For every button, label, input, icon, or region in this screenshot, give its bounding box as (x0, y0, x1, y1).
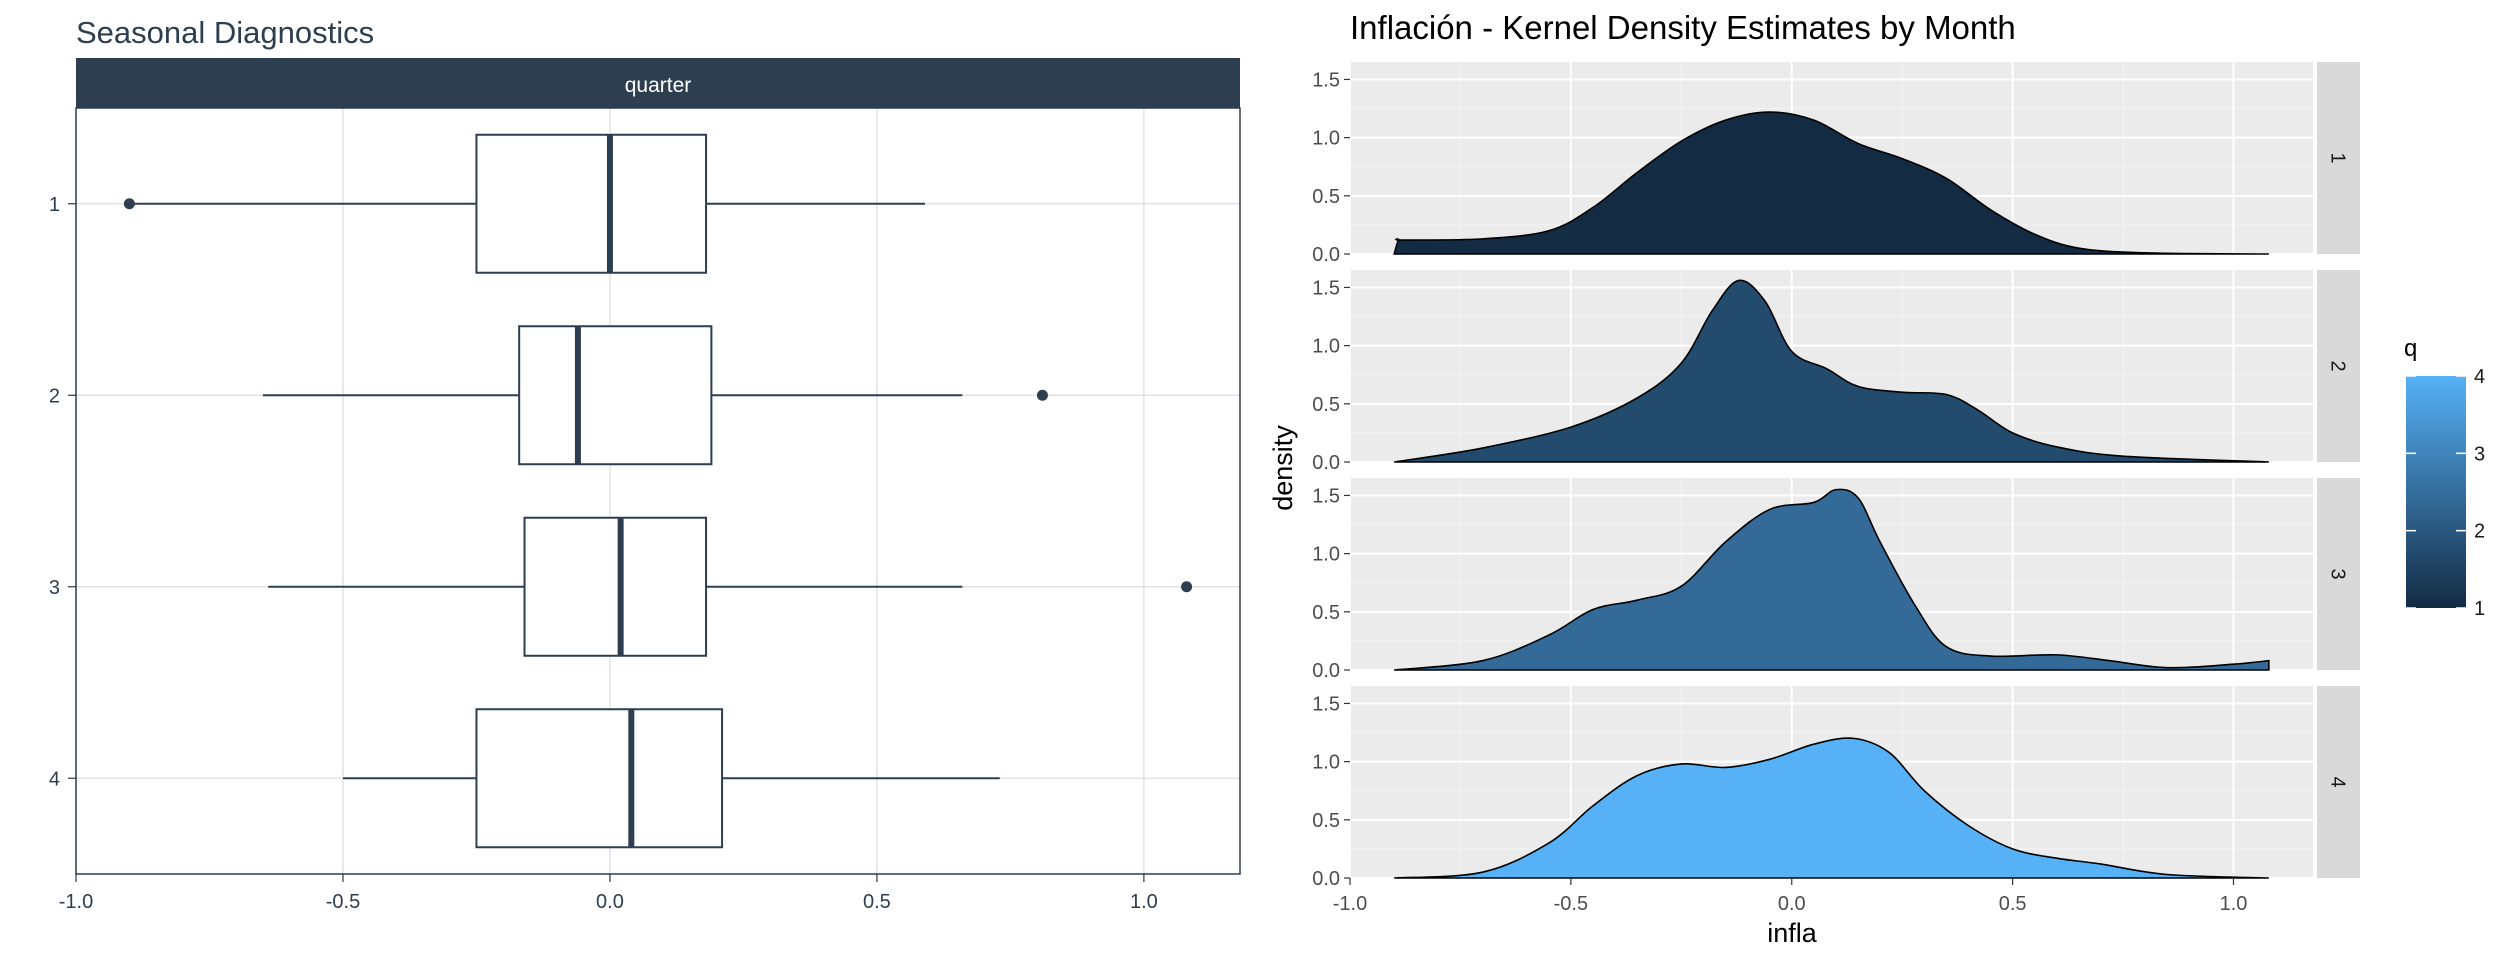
y-tick-label: 2 (49, 385, 60, 407)
density-area (1394, 488, 2270, 671)
y-tick-label: 1.5 (1312, 693, 1340, 715)
x-tick-label: 0.0 (596, 891, 624, 913)
y-tick-label: 0.5 (1312, 186, 1340, 208)
density-area (1394, 737, 2269, 879)
y-tick-label: 1.0 (1312, 128, 1340, 150)
density-area (1393, 111, 2269, 255)
x-tick-label: -1.0 (1333, 893, 1367, 915)
box-iqr (518, 325, 713, 466)
y-tick-label: 1.5 (1312, 485, 1340, 507)
facet-strip (2317, 270, 2360, 462)
color-legend: q 1 2 3 4 (2404, 335, 2485, 620)
chart-title: Inflación - Kernel Density Estimates by … (1350, 9, 2016, 46)
y-tick-label: 1.5 (1312, 69, 1340, 91)
facet-strip-label: quarter (625, 74, 692, 97)
facet-strip-label: 2 (2327, 360, 2349, 371)
y-tick-label: 1.5 (1312, 277, 1340, 299)
facet-strip (76, 58, 1240, 108)
legend-tick-label: 4 (2474, 366, 2485, 388)
legend-tick-label: 2 (2474, 521, 2485, 543)
y-tick-label: 0.5 (1312, 810, 1340, 832)
y-tick-label: 1.0 (1312, 752, 1340, 774)
x-tick-label: 1.0 (1130, 891, 1158, 913)
legend-colorbar (2406, 376, 2466, 608)
facet-strip (2317, 686, 2360, 878)
y-tick-label: 0.0 (1312, 868, 1340, 890)
y-tick-label: 0.0 (1312, 244, 1340, 266)
legend-tick-label: 3 (2474, 443, 2485, 465)
x-axis: -1.0 -0.5 0.0 0.5 1.0 (1333, 878, 2248, 915)
box-iqr (523, 516, 708, 657)
x-tick-label: 1.0 (2220, 893, 2248, 915)
y-tick-label: 1.0 (1312, 544, 1340, 566)
facet-strip-label: 4 (2327, 776, 2349, 787)
y-tick-label: 0.0 (1312, 452, 1340, 474)
legend-tick-label: 1 (2474, 598, 2485, 620)
y-tick-label: 0.5 (1312, 394, 1340, 416)
panel-border (75, 107, 1241, 875)
x-tick-label: -1.0 (59, 891, 93, 913)
outlier-point (1036, 389, 1048, 401)
boxplot-chart: Seasonal Diagnostics quarter -1.0 -0.5 0.0… (49, 15, 1241, 913)
x-axis-label: infla (1767, 918, 1818, 948)
box-iqr (475, 133, 708, 274)
x-tick-label: 0.0 (1778, 893, 1806, 915)
facet-strip-label: 1 (2327, 152, 2349, 163)
y-tick-label: 1 (49, 194, 60, 216)
x-tick-label: 0.5 (863, 891, 891, 913)
y-tick-label: 0.0 (1312, 660, 1340, 682)
density-panel-3: 0.0 0.5 1.0 1.5 3 (1312, 478, 2360, 682)
facet-strip (2317, 62, 2360, 254)
outlier-point (1181, 581, 1193, 593)
boxes-layer (123, 133, 1193, 849)
y-tick-label: 3 (49, 577, 60, 599)
facet-strip-label: 3 (2327, 568, 2349, 579)
density-area (1394, 279, 2269, 463)
density-panels: 0.00.51.01.510.00.51.01.520.00.51.01.530… (1312, 62, 2360, 890)
y-tick-label: 1.0 (1312, 336, 1340, 358)
facet-strip (2317, 478, 2360, 670)
chart-title: Seasonal Diagnostics (76, 15, 374, 50)
box-iqr (475, 708, 724, 849)
x-tick-label: -0.5 (1554, 893, 1588, 915)
legend-title: q (2404, 335, 2417, 362)
density-panel-4: 0.0 0.5 1.0 1.5 4 (1312, 686, 2360, 890)
density-chart: Inflación - Kernel Density Estimates by … (1268, 9, 2485, 948)
x-tick-label: -0.5 (326, 891, 360, 913)
density-panel-1: 0.0 0.5 1.0 1.5 1 (1312, 62, 2360, 266)
density-panel-2: 0.0 0.5 1.0 1.5 2 (1312, 270, 2360, 474)
outlier-point (123, 198, 135, 210)
axes-layer: -1.0 -0.5 0.0 0.5 1.0 1 2 3 4 (49, 194, 1158, 913)
y-tick-label: 0.5 (1312, 602, 1340, 624)
y-axis-label: density (1268, 425, 1298, 511)
y-tick-label: 4 (49, 768, 60, 790)
x-tick-label: 0.5 (1999, 893, 2027, 915)
